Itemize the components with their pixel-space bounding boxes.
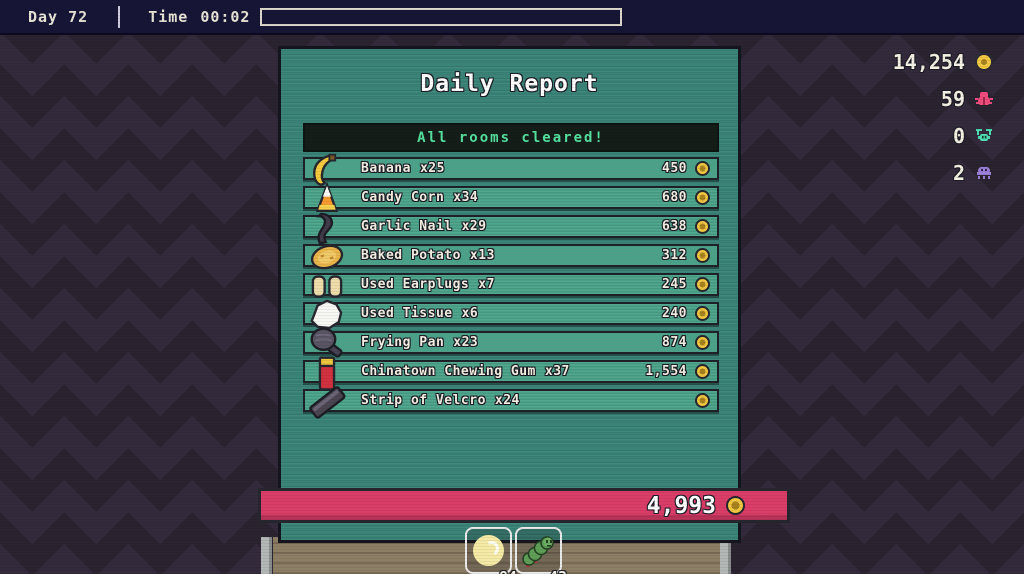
inventory-slot-2[interactable]: 43	[515, 527, 567, 574]
coin-icon	[695, 219, 710, 234]
garlic-nail-icon	[307, 208, 347, 248]
earplugs-icon	[307, 266, 347, 306]
report-item-list: Banana x25 450 Candy Corn x34 680 Garlic N…	[303, 153, 719, 419]
dough-ball-icon	[473, 535, 504, 566]
coin-icon	[695, 306, 710, 321]
coin-icon	[695, 364, 710, 379]
inventory-slot-1[interactable]: 84	[465, 527, 517, 574]
frying-pan-icon	[307, 324, 347, 364]
item-qty: x23	[453, 335, 479, 350]
shine-mark	[482, 539, 501, 558]
slot-count: 84	[499, 568, 517, 574]
item-value: 312	[662, 248, 687, 263]
report-row-frying-pan: Frying Pan x23 874	[303, 327, 719, 358]
report-row-baked-potato: Baked Potato x13 312	[303, 244, 719, 270]
item-qty: x24	[494, 393, 520, 408]
page-title: Daily Report	[420, 71, 599, 97]
item-name: Used Tissue	[361, 306, 453, 321]
item-name: Banana	[361, 161, 411, 176]
chewing-gum-icon	[307, 353, 347, 393]
item-name: Baked Potato	[361, 248, 461, 263]
report-row-garlic-nail: Garlic Nail x29 638	[303, 212, 719, 245]
report-row-chewing-gum: Chinatown Chewing Gum x37 1,554	[303, 356, 719, 391]
currency-panel: 14,254 59 0 2	[893, 50, 994, 185]
teal-creature-count: 0	[952, 124, 965, 148]
day-progress-bar	[260, 7, 623, 26]
coin-icon	[695, 190, 710, 205]
purple-creature-count: 2	[952, 161, 965, 185]
tissue-icon	[307, 295, 347, 335]
item-qty: x29	[461, 219, 487, 234]
report-row-banana: Banana x25 450	[303, 153, 719, 186]
coin-icon	[695, 393, 710, 408]
day-counter: Day 72	[28, 7, 89, 26]
item-qty: x7	[478, 277, 495, 292]
coin-count: 14,254	[892, 50, 965, 74]
banana-icon	[307, 150, 347, 190]
pink-bug-icon	[974, 89, 994, 109]
report-row-velcro: Strip of Velcro x24	[303, 386, 719, 419]
time-label: Time	[148, 7, 189, 26]
item-qty: x6	[461, 306, 479, 321]
item-name: Used Earplugs	[361, 277, 470, 292]
slot-count: 43	[549, 568, 567, 574]
item-value: 450	[662, 161, 687, 176]
item-name: Strip of Velcro	[361, 393, 486, 408]
coin-icon	[695, 335, 710, 350]
item-value: 240	[662, 306, 687, 321]
candy-corn-icon	[307, 179, 347, 219]
report-row-candy-corn: Candy Corn x34 680	[303, 181, 719, 212]
rooms-cleared-banner: All rooms cleared!	[303, 123, 719, 152]
coin-icon	[974, 52, 994, 72]
item-value: 680	[662, 190, 687, 205]
item-value: 638	[662, 219, 687, 234]
velcro-icon	[307, 382, 347, 422]
coin-icon	[695, 277, 710, 292]
purple-creature-counter: 2	[953, 161, 994, 185]
item-name: Candy Corn	[361, 190, 445, 205]
report-row-used-tissue: Used Tissue x6 240	[303, 299, 719, 330]
daily-report-panel: Daily Report All rooms cleared! Banana x2…	[278, 46, 741, 543]
coin-icon	[695, 161, 710, 176]
shelf-post-right	[720, 537, 731, 574]
topbar-divider	[118, 5, 121, 28]
total-earnings-bar: 4,993	[258, 488, 790, 523]
baked-potato-icon	[307, 237, 347, 277]
teal-creature-icon	[974, 126, 994, 146]
report-row-used-earplugs: Used Earplugs x7 245	[303, 273, 719, 298]
coin-icon	[695, 248, 710, 263]
item-name: Frying Pan	[361, 335, 445, 350]
item-qty: x25	[419, 161, 445, 176]
shelf-post-left	[261, 537, 272, 574]
total-earnings-value: 4,993	[646, 492, 716, 519]
coin-icon	[726, 496, 745, 515]
item-value: 245	[662, 277, 687, 292]
item-qty: x13	[469, 248, 495, 263]
item-name: Chinatown Chewing Gum	[361, 364, 536, 379]
top-hud-bar: Day 72 Time 00:02	[0, 0, 1024, 35]
purple-creature-icon	[974, 163, 994, 183]
item-qty: x37	[544, 364, 570, 379]
item-value: 874	[662, 335, 687, 350]
caterpillar-icon	[520, 533, 558, 569]
teal-creature-counter: 0	[953, 124, 994, 148]
inventory-slots: 84 43	[465, 527, 567, 574]
item-name: Garlic Nail	[361, 219, 453, 234]
time-value: 00:02	[200, 7, 251, 26]
item-qty: x34	[453, 190, 479, 205]
pink-bug-count: 59	[940, 87, 965, 111]
coin-counter: 14,254	[893, 50, 994, 74]
item-value: 1,554	[645, 364, 687, 379]
pink-bug-counter: 59	[941, 87, 994, 111]
